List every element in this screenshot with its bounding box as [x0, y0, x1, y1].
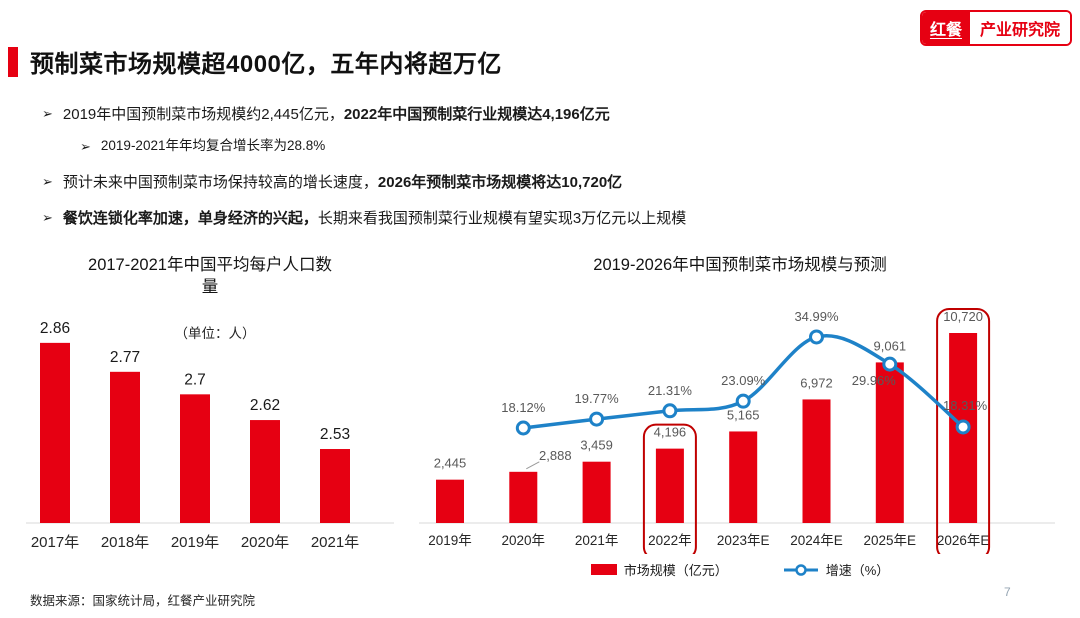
bar [180, 394, 210, 523]
growth-value-label: 19.77% [575, 391, 620, 406]
household-size-chart-canvas: 2.86 2017年 2.77 2018年 2.7 2019年 2.62 2020年 2.53 2… [26, 320, 394, 551]
growth-value-label: 34.99% [794, 309, 839, 324]
bar-value-label: 3,459 [580, 438, 613, 453]
bar [40, 342, 70, 523]
brand-logo-mark: 红餐 [921, 12, 970, 44]
bar-value-label: 6,972 [800, 375, 833, 390]
bullet-list: ➢ 2019年中国预制菜市场规模约2,445亿元，2022年中国预制菜行业规模达… [42, 104, 982, 244]
x-axis-label: 2017年 [31, 534, 79, 551]
label-leader-line [526, 461, 540, 470]
growth-marker [809, 329, 824, 345]
bullet-arrow-icon: ➢ [80, 139, 91, 154]
bullet-item-1: ➢ 2019年中国预制菜市场规模约2,445亿元，2022年中国预制菜行业规模达… [42, 104, 982, 125]
market-size-chart-canvas: 2,445 2019年 2,888 2020年 3,459 2021年 4,196 2022年… [419, 308, 1055, 554]
bar-value-label: 2.77 [110, 349, 140, 366]
household-size-chart: 2017-2021年中国平均每户人口数量 （单位：人） 2.86 2017年 2.7… [20, 254, 400, 564]
x-axis-label: 2022年 [648, 533, 692, 548]
title-accent-bar [8, 47, 18, 77]
bullet-arrow-icon: ➢ [42, 210, 53, 226]
bar-value-label: 2.86 [40, 320, 70, 337]
bar [802, 399, 831, 523]
chart-legend: 市场规模（亿元） 增速（%） [415, 560, 1065, 579]
bar [320, 449, 350, 523]
x-axis-label: 2024年E [790, 533, 843, 548]
bullet-text: 2019-2021年年均复合增长率为28.8% [100, 138, 326, 153]
chart-title: 2017-2021年中国平均每户人口数量 [88, 256, 332, 297]
bullet-item-2: ➢ 预计未来中国预制菜市场保持较高的增长速度，2026年预制菜市场规模将达10,… [42, 172, 982, 193]
growth-marker [882, 356, 898, 372]
bullet-arrow-icon: ➢ [42, 106, 53, 121]
page-title: 预制菜市场规模超4000亿，五年内将超万亿 [30, 51, 502, 78]
legend-bar-swatch [590, 564, 617, 575]
chart-title: 2019-2026年中国预制菜市场规模与预测 [593, 256, 887, 274]
legend-item-growth-rate: 增速（%） [783, 560, 890, 579]
growth-value-label: 23.09% [721, 373, 766, 388]
growth-value-label: 21.31% [648, 383, 693, 398]
growth-marker [735, 393, 751, 409]
highlight-box [642, 423, 697, 554]
legend-line-icon [783, 563, 818, 576]
bar [110, 371, 140, 523]
legend-label: 增速（%） [825, 563, 890, 578]
x-axis-label: 2019年 [171, 534, 219, 551]
x-axis-label: 2020年 [241, 534, 289, 551]
market-size-chart: 2019-2026年中国预制菜市场规模与预测 2,445 2019年 2,888 20… [415, 254, 1065, 584]
bar-value-label: 2.7 [184, 371, 206, 388]
x-axis-label: 2020年 [502, 533, 546, 548]
x-axis-label: 2021年 [311, 534, 359, 551]
growth-marker [662, 403, 678, 419]
bar-value-label: 2.53 [320, 426, 350, 443]
x-axis-label: 2025年E [864, 533, 917, 548]
x-axis-label: 2023年E [717, 533, 770, 548]
bar-value-label: 4,196 [654, 425, 687, 440]
bullet-text: 2019年中国预制菜市场规模约2,445亿元，2022年中国预制菜行业规模达4,… [62, 106, 610, 123]
bar-value-label: 10,720 [943, 309, 983, 324]
bar-value-label: 5,165 [727, 407, 760, 422]
growth-value-label: 18.31% [943, 398, 988, 413]
brand-logo: 红餐 产业研究院 [919, 10, 1072, 46]
brand-logo-org: 产业研究院 [969, 12, 1070, 44]
bar-value-label: 2,888 [539, 448, 572, 463]
bar [436, 479, 464, 523]
unit-label: （单位：人） [174, 326, 256, 341]
legend-label: 市场规模（亿元） [623, 563, 728, 578]
x-axis-label: 2019年 [428, 533, 472, 548]
bar [875, 362, 904, 523]
growth-marker [955, 419, 971, 435]
bar [582, 461, 611, 523]
x-axis-label: 2021年 [575, 533, 619, 548]
bar [250, 420, 280, 523]
bar [509, 471, 538, 523]
growth-value-label: 18.12% [501, 400, 546, 415]
growth-marker [515, 420, 531, 436]
legend-item-market-size: 市场规模（亿元） [590, 560, 728, 579]
bar-value-label: 2.62 [250, 397, 280, 414]
data-source: 数据来源：国家统计局，红餐产业研究院 [30, 594, 256, 608]
bullet-arrow-icon: ➢ [42, 174, 53, 190]
page-number: 7 [1004, 585, 1011, 599]
bullet-text: 预计未来中国预制菜市场保持较高的增长速度，2026年预制菜市场规模将达10,72… [62, 174, 623, 192]
bullet-text: 餐饮连锁化率加速，单身经济的兴起，长期来看我国预制菜行业规模有望实现3万亿元以上… [62, 210, 687, 228]
growth-marker [589, 411, 605, 427]
x-axis-label: 2026年E [937, 533, 990, 548]
x-axis-label: 2018年 [101, 534, 149, 551]
bar-value-label: 2,445 [434, 456, 467, 471]
bar-value-label: 9,061 [874, 338, 907, 353]
bar [729, 431, 758, 523]
bar [655, 448, 684, 523]
highlight-box [936, 308, 991, 554]
bullet-item-1-sub: ➢ 2019-2021年年均复合增长率为28.8% [80, 137, 982, 157]
bullet-item-3: ➢ 餐饮连锁化率加速，单身经济的兴起，长期来看我国预制菜行业规模有望实现3万亿元… [42, 208, 982, 229]
growth-value-label: 29.96% [852, 373, 897, 388]
